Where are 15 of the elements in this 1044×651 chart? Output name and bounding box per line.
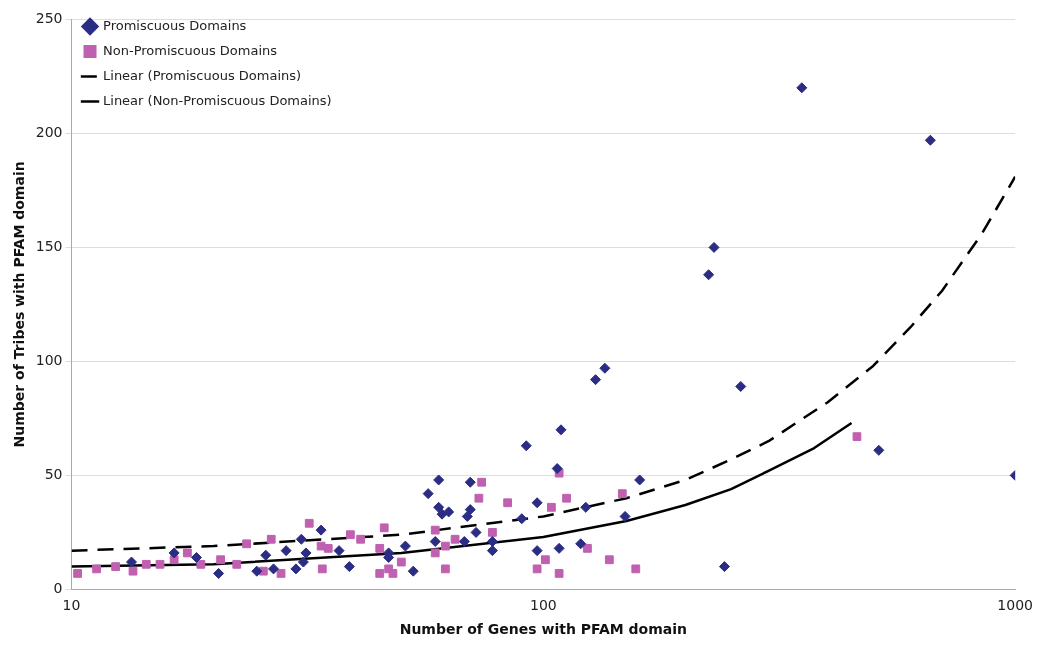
legend-label: Linear (Promiscuous Domains) [103,67,302,83]
y-tick-label: 50 [44,466,63,483]
y-tick-label: 0 [53,580,63,597]
y-tick-label: 200 [35,124,63,141]
x-tick-label: 10 [62,597,81,614]
y-tick-label: 100 [35,352,63,369]
y-tick-label: 250 [35,10,63,27]
x-tick-label: 100 [529,597,557,614]
legend-label: Promiscuous Domains [103,17,247,33]
x-tick-label: 1000 [997,597,1034,614]
y-axis-title: Number of Tribes with PFAM domain [11,161,28,448]
x-axis-title: Number of Genes with PFAM domain [399,621,688,638]
legend-label: Non-Promiscuous Domains [103,42,278,58]
y-tick-label: 150 [35,238,63,255]
legend-label: Linear (Non-Promiscuous Domains) [103,92,332,108]
